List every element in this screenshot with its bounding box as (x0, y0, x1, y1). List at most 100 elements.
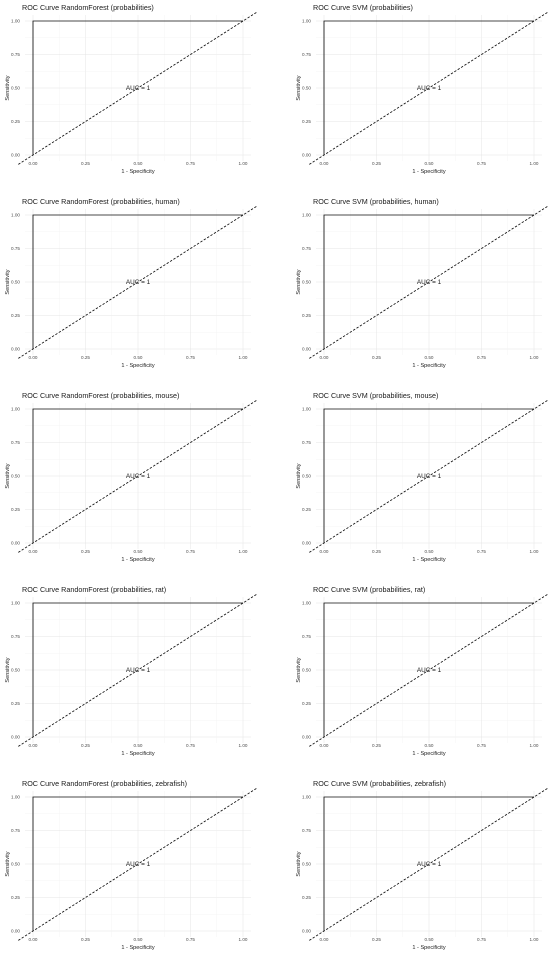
chart-plot: 0.00 0.25 0.50 0.75 1.00 0.00 0.25 0.50 0.75 1.00… (296, 205, 549, 369)
x-tick-label: 0.75 (477, 161, 486, 166)
y-tick-label: 1.00 (11, 795, 20, 800)
y-tick-label: 0.50 (11, 86, 20, 91)
chart-title: ROC Curve SVM (probabilities, zebrafish) (313, 779, 447, 788)
roc-curve (32, 20, 243, 155)
chart-panel: ROC Curve RandomForest (probabilities, h… (0, 194, 275, 385)
auc-annotation: AUC = 1 (126, 861, 151, 868)
chart-title: ROC Curve RandomForest (probabilities, m… (22, 391, 180, 400)
y-tick-label: 0.00 (11, 541, 20, 546)
chart-plot: 0.00 0.25 0.50 0.75 1.00 0.00 0.25 0.50 0.75 1.00… (5, 11, 258, 175)
y-axis-label: Sensitivity (296, 851, 302, 876)
y-axis-label: Sensitivity (296, 463, 302, 488)
chart-plot: 0.00 0.25 0.50 0.75 1.00 0.00 0.25 0.50 0.75 1.00… (296, 11, 549, 175)
x-tick-label: 1.00 (239, 937, 248, 942)
x-tick-label: 0.50 (425, 161, 434, 166)
auc-annotation: AUC = 1 (417, 667, 442, 674)
roc-curve (32, 602, 243, 737)
y-tick-label: 0.00 (302, 541, 311, 546)
x-tick-label: 0.75 (186, 161, 195, 166)
x-tick-label: 0.00 (320, 549, 329, 554)
y-axis-label: Sensitivity (5, 851, 11, 876)
x-tick-label: 0.50 (425, 743, 434, 748)
x-tick-label: 1.00 (239, 549, 248, 554)
roc-curve (323, 20, 534, 155)
x-axis-label: 1 - Specificity (121, 751, 154, 757)
x-tick-label: 0.25 (372, 549, 381, 554)
y-tick-label: 1.00 (302, 19, 311, 24)
diagonal-reference-line (309, 205, 549, 359)
chart-panel: ROC Curve SVM (probabilities) 0.00 0.25 0.… (291, 0, 550, 191)
y-tick-label: 0.00 (11, 347, 20, 352)
x-tick-label: 0.00 (29, 549, 38, 554)
x-tick-label: 0.75 (186, 743, 195, 748)
y-tick-label: 1.00 (302, 795, 311, 800)
y-tick-label: 1.00 (11, 213, 20, 218)
chart-title: ROC Curve SVM (probabilities, human) (313, 197, 439, 206)
diagonal-reference-line (309, 11, 549, 165)
x-tick-label: 0.25 (372, 743, 381, 748)
x-tick-label: 0.25 (372, 937, 381, 942)
x-tick-label: 1.00 (530, 355, 539, 360)
x-axis-label: 1 - Specificity (412, 363, 445, 369)
x-tick-label: 0.00 (29, 743, 38, 748)
chart-panel: ROC Curve RandomForest (probabilities, m… (0, 388, 275, 579)
x-tick-label: 0.00 (320, 355, 329, 360)
y-tick-label: 0.00 (302, 735, 311, 740)
y-tick-label: 0.75 (302, 828, 311, 833)
roc-curve (323, 408, 534, 543)
y-tick-label: 0.00 (302, 347, 311, 352)
y-tick-label: 0.25 (11, 507, 20, 512)
roc-curve (32, 214, 243, 349)
y-tick-label: 1.00 (302, 213, 311, 218)
y-tick-label: 0.75 (11, 52, 20, 57)
diagonal-reference-line (18, 399, 258, 553)
y-tick-label: 0.75 (302, 634, 311, 639)
chart-panel: ROC Curve SVM (probabilities, mouse) 0.0… (291, 388, 550, 579)
y-tick-label: 0.00 (302, 153, 311, 158)
roc-curve (323, 602, 534, 737)
y-axis-label: Sensitivity (5, 269, 11, 294)
x-tick-label: 0.50 (425, 937, 434, 942)
roc-curve (32, 796, 243, 931)
y-tick-label: 1.00 (302, 407, 311, 412)
auc-annotation: AUC = 1 (417, 85, 442, 92)
x-tick-label: 0.25 (372, 161, 381, 166)
x-tick-label: 1.00 (239, 743, 248, 748)
x-tick-label: 0.75 (477, 549, 486, 554)
x-axis-label: 1 - Specificity (121, 945, 154, 951)
chart-plot: 0.00 0.25 0.50 0.75 1.00 0.00 0.25 0.50 0.75 1.00… (5, 593, 258, 757)
y-axis-label: Sensitivity (5, 657, 11, 682)
x-axis-label: 1 - Specificity (121, 363, 154, 369)
x-tick-label: 0.25 (81, 549, 90, 554)
x-tick-label: 0.75 (477, 937, 486, 942)
auc-annotation: AUC = 1 (126, 85, 151, 92)
diagonal-reference-line (18, 11, 258, 165)
y-tick-label: 0.75 (11, 634, 20, 639)
y-tick-label: 0.50 (11, 862, 20, 867)
x-tick-label: 0.75 (477, 355, 486, 360)
diagonal-reference-line (309, 787, 549, 941)
x-tick-label: 1.00 (530, 161, 539, 166)
y-tick-label: 0.50 (11, 280, 20, 285)
y-tick-label: 0.75 (11, 828, 20, 833)
chart-panel: ROC Curve RandomForest (probabilities, r… (0, 582, 275, 773)
x-tick-label: 0.25 (81, 937, 90, 942)
y-tick-label: 0.50 (302, 474, 311, 479)
chart-panel: ROC Curve SVM (probabilities, rat) 0.00 0… (291, 582, 550, 773)
x-tick-label: 1.00 (530, 743, 539, 748)
auc-annotation: AUC = 1 (417, 279, 442, 286)
y-tick-label: 0.00 (11, 735, 20, 740)
chart-title: ROC Curve RandomForest (probabilities, z… (22, 779, 187, 788)
x-tick-label: 0.75 (186, 355, 195, 360)
roc-curve (32, 408, 243, 543)
y-tick-label: 0.25 (302, 507, 311, 512)
x-tick-label: 0.75 (186, 549, 195, 554)
x-tick-label: 0.50 (425, 549, 434, 554)
x-tick-label: 0.50 (134, 549, 143, 554)
y-tick-label: 0.50 (11, 474, 20, 479)
y-tick-label: 0.75 (11, 440, 20, 445)
x-tick-label: 0.25 (372, 355, 381, 360)
x-axis-label: 1 - Specificity (412, 945, 445, 951)
y-tick-label: 0.50 (302, 86, 311, 91)
